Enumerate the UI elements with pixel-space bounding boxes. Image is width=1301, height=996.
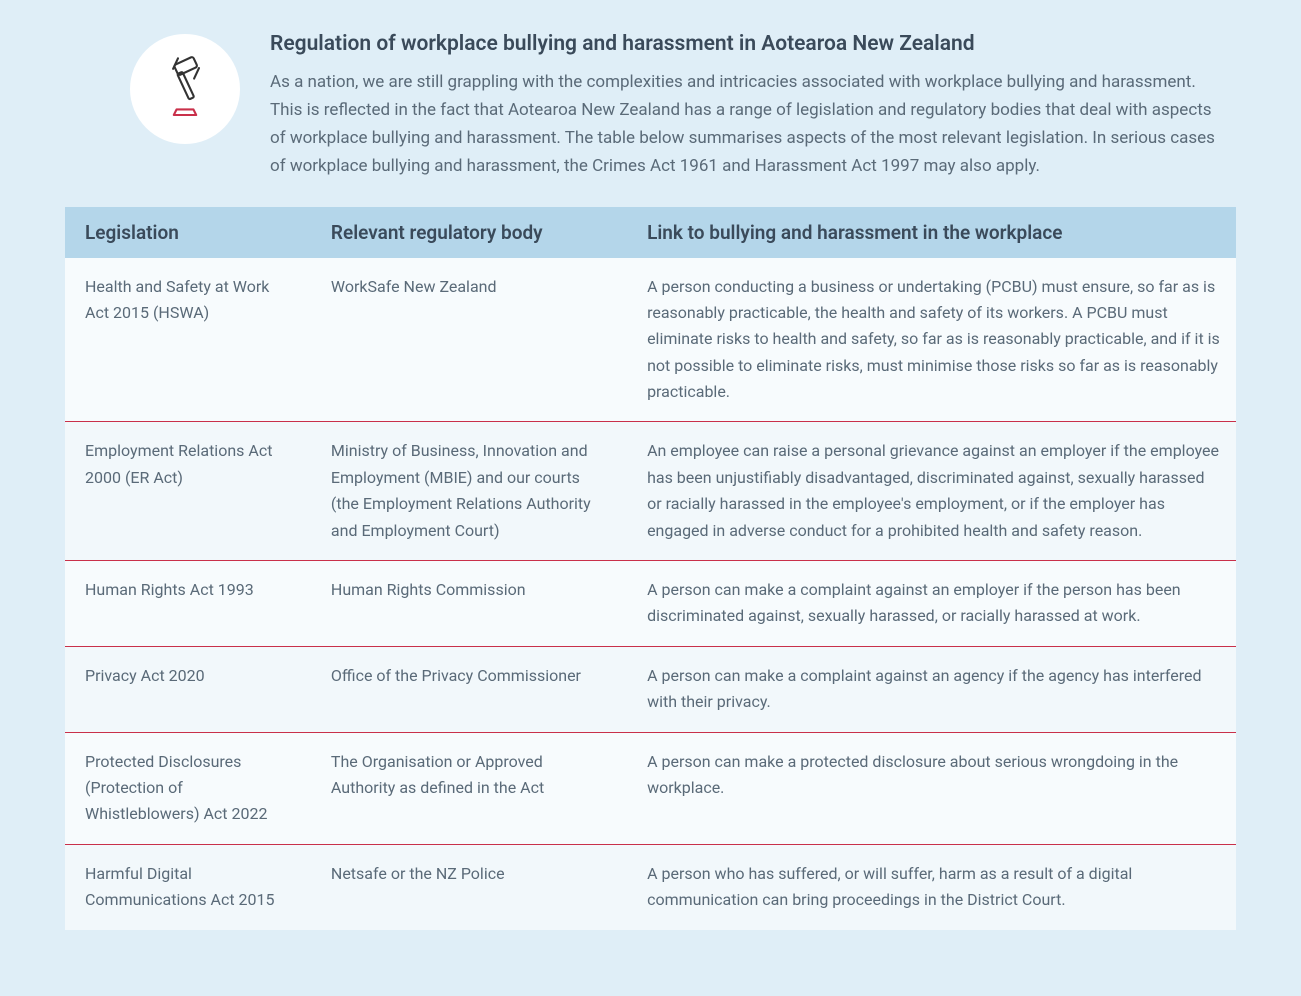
cell-body: Human Rights Commission [311,561,627,647]
table-header-row: Legislation Relevant regulatory body Lin… [65,207,1236,258]
header-block: Regulation of workplace bullying and har… [65,30,1236,181]
cell-link: A person can make a complaint against an… [627,646,1236,732]
col-header-link: Link to bullying and harassment in the w… [627,207,1236,258]
cell-legislation: Privacy Act 2020 [65,646,311,732]
cell-link: A person can make a protected disclosure… [627,732,1236,844]
cell-legislation: Harmful Digital Communications Act 2015 [65,844,311,929]
cell-legislation: Human Rights Act 1993 [65,561,311,647]
cell-link: A person can make a complaint against an… [627,561,1236,647]
cell-link: A person conducting a business or undert… [627,258,1236,422]
cell-body: The Organisation or Approved Authority a… [311,732,627,844]
page-title: Regulation of workplace bullying and har… [270,30,1226,58]
cell-body: WorkSafe New Zealand [311,258,627,422]
cell-body: Netsafe or the NZ Police [311,844,627,929]
col-header-body: Relevant regulatory body [311,207,627,258]
cell-body: Ministry of Business, Innovation and Emp… [311,422,627,561]
icon-circle [130,34,240,144]
cell-legislation: Employment Relations Act 2000 (ER Act) [65,422,311,561]
legislation-table: Legislation Relevant regulatory body Lin… [65,207,1236,930]
table-row: Employment Relations Act 2000 (ER Act) M… [65,422,1236,561]
table-row: Human Rights Act 1993 Human Rights Commi… [65,561,1236,647]
table-body: Health and Safety at Work Act 2015 (HSWA… [65,258,1236,930]
cell-link: An employee can raise a personal grievan… [627,422,1236,561]
gavel-icon [150,52,220,126]
cell-legislation: Health and Safety at Work Act 2015 (HSWA… [65,258,311,422]
table-row: Health and Safety at Work Act 2015 (HSWA… [65,258,1236,422]
cell-link: A person who has suffered, or will suffe… [627,844,1236,929]
table-row: Harmful Digital Communications Act 2015 … [65,844,1236,929]
table-row: Protected Disclosures (Protection of Whi… [65,732,1236,844]
col-header-legislation: Legislation [65,207,311,258]
cell-legislation: Protected Disclosures (Protection of Whi… [65,732,311,844]
header-text: Regulation of workplace bullying and har… [270,30,1236,181]
cell-body: Office of the Privacy Commissioner [311,646,627,732]
intro-paragraph: As a nation, we are still grappling with… [270,68,1226,180]
table-row: Privacy Act 2020 Office of the Privacy C… [65,646,1236,732]
